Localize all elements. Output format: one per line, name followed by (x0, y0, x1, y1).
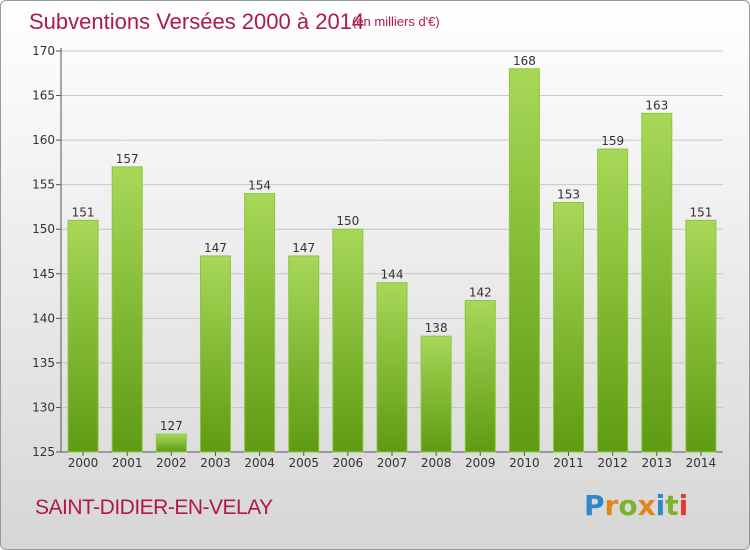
y-tick-label: 145 (32, 267, 55, 281)
bar-value-label: 153 (557, 187, 580, 201)
y-tick-label: 155 (32, 178, 55, 192)
y-tick-label: 170 (32, 44, 55, 58)
x-tick-label: 2009 (465, 456, 496, 470)
x-tick-label: 2003 (200, 456, 231, 470)
x-tick-label: 2010 (509, 456, 540, 470)
bar-value-label: 168 (513, 54, 536, 68)
commune-name: SAINT-DIDIER-EN-VELAY (35, 496, 273, 519)
bar (464, 300, 496, 453)
x-tick-label: 2000 (68, 456, 99, 470)
chart-title: Subventions Versées 2000 à 2014 (29, 9, 365, 34)
bar-value-label: 154 (248, 179, 271, 193)
x-tick-label: 2013 (642, 456, 673, 470)
y-tick-label: 135 (32, 356, 55, 370)
bar (111, 166, 143, 453)
x-tick-label: 2007 (377, 456, 408, 470)
x-tick-label: 2014 (686, 456, 717, 470)
y-tick-label: 125 (32, 445, 55, 459)
bar-value-label: 151 (72, 205, 95, 219)
y-tick-label: 130 (32, 400, 55, 414)
bar-value-label: 142 (469, 286, 492, 300)
bar (420, 335, 452, 453)
bar-value-label: 157 (116, 152, 139, 166)
y-tick-label: 150 (32, 222, 55, 236)
bar (155, 433, 187, 453)
unit-note: (en milliers d'€) (352, 14, 440, 29)
x-tick-label: 2011 (553, 456, 584, 470)
y-tick-label: 140 (32, 311, 55, 325)
x-tick-label: 2002 (156, 456, 187, 470)
bar (641, 112, 673, 453)
bar-value-label: 127 (160, 419, 183, 433)
bar (199, 255, 231, 453)
x-tick-label: 2008 (421, 456, 452, 470)
bar (288, 255, 320, 453)
bar-value-label: 147 (204, 241, 227, 255)
bar (685, 219, 717, 453)
bar-value-label: 163 (645, 98, 668, 112)
bar (376, 282, 408, 453)
x-tick-label: 2012 (597, 456, 628, 470)
x-tick-label: 2005 (288, 456, 319, 470)
x-tick-label: 2004 (244, 456, 275, 470)
bar (508, 68, 540, 453)
proxiti-logo: Proxiti (584, 489, 689, 522)
bar (332, 228, 364, 453)
bar (67, 219, 99, 453)
bar-value-label: 147 (292, 241, 315, 255)
bar (597, 148, 629, 453)
x-tick-label: 2006 (333, 456, 364, 470)
bar (553, 201, 585, 453)
bar-value-label: 151 (689, 205, 712, 219)
y-tick-label: 160 (32, 133, 55, 147)
bar-value-label: 138 (425, 321, 448, 335)
bar-value-label: 159 (601, 134, 624, 148)
bar (244, 193, 276, 453)
x-tick-label: 2001 (112, 456, 143, 470)
bar-value-label: 150 (336, 214, 359, 228)
bar-value-label: 144 (381, 268, 404, 282)
y-tick-label: 165 (32, 89, 55, 103)
